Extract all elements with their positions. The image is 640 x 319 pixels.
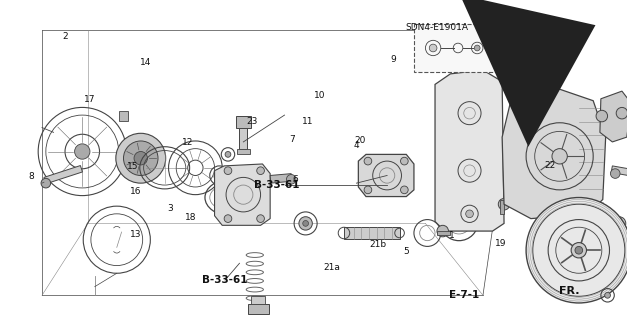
Bar xyxy=(236,116,251,128)
Circle shape xyxy=(364,186,372,194)
Text: 18: 18 xyxy=(186,213,197,222)
Circle shape xyxy=(299,217,312,230)
Circle shape xyxy=(531,108,540,118)
Circle shape xyxy=(224,167,232,174)
Circle shape xyxy=(401,186,408,194)
Text: 16: 16 xyxy=(130,187,141,196)
Text: 8: 8 xyxy=(29,172,35,181)
Circle shape xyxy=(437,225,449,237)
Circle shape xyxy=(540,92,550,102)
Text: 9: 9 xyxy=(391,56,397,64)
Circle shape xyxy=(605,293,611,298)
Circle shape xyxy=(612,217,626,230)
Text: B-33-61: B-33-61 xyxy=(202,275,248,285)
Polygon shape xyxy=(502,89,605,219)
Text: 6: 6 xyxy=(292,175,298,184)
Circle shape xyxy=(429,44,437,52)
Text: 15: 15 xyxy=(127,162,139,171)
Bar xyxy=(510,81,516,104)
Text: 21a: 21a xyxy=(324,263,340,272)
Circle shape xyxy=(526,197,632,303)
Circle shape xyxy=(134,152,147,165)
Polygon shape xyxy=(214,164,270,225)
Bar xyxy=(251,296,266,304)
Text: 19: 19 xyxy=(495,239,507,248)
Bar xyxy=(44,166,83,184)
Text: 4: 4 xyxy=(354,141,360,150)
Text: 10: 10 xyxy=(314,91,326,100)
Circle shape xyxy=(474,45,480,51)
Text: 22: 22 xyxy=(545,161,556,170)
Bar xyxy=(118,111,128,121)
Circle shape xyxy=(538,71,545,79)
Bar xyxy=(270,174,292,183)
Polygon shape xyxy=(435,70,504,231)
Text: 14: 14 xyxy=(140,58,151,68)
Text: SDN4-E1901A: SDN4-E1901A xyxy=(405,23,468,32)
Circle shape xyxy=(571,242,586,258)
FancyBboxPatch shape xyxy=(414,24,500,72)
Text: B-33-61: B-33-61 xyxy=(254,180,300,190)
Circle shape xyxy=(303,220,308,226)
Text: 20: 20 xyxy=(354,137,365,145)
Text: 3: 3 xyxy=(167,204,173,213)
Circle shape xyxy=(224,215,232,222)
Text: E-7-1: E-7-1 xyxy=(449,290,479,300)
Circle shape xyxy=(401,157,408,165)
Circle shape xyxy=(75,144,90,159)
Text: 1: 1 xyxy=(449,231,455,240)
Text: FR.: FR. xyxy=(559,286,579,296)
Circle shape xyxy=(575,246,582,254)
Circle shape xyxy=(499,198,510,210)
Text: 7: 7 xyxy=(289,135,295,144)
Circle shape xyxy=(257,215,264,222)
Circle shape xyxy=(116,133,166,183)
Text: 21b: 21b xyxy=(370,241,387,249)
Bar xyxy=(344,227,399,239)
Bar xyxy=(611,166,640,179)
Circle shape xyxy=(364,157,372,165)
Bar xyxy=(237,149,250,154)
Circle shape xyxy=(287,174,296,184)
Polygon shape xyxy=(600,91,632,142)
Bar xyxy=(239,128,247,149)
Bar xyxy=(534,74,543,97)
Polygon shape xyxy=(358,154,414,197)
Circle shape xyxy=(616,108,628,119)
Circle shape xyxy=(466,210,474,218)
Text: 2: 2 xyxy=(63,33,68,41)
Circle shape xyxy=(509,78,516,85)
Circle shape xyxy=(596,110,607,122)
Text: 11: 11 xyxy=(302,116,314,126)
Circle shape xyxy=(124,141,158,175)
Circle shape xyxy=(614,241,626,252)
Bar xyxy=(500,200,504,214)
Bar xyxy=(617,227,622,246)
Text: 17: 17 xyxy=(84,95,96,104)
Circle shape xyxy=(552,149,567,164)
Circle shape xyxy=(257,167,264,174)
Text: 23: 23 xyxy=(247,116,258,126)
Circle shape xyxy=(225,152,231,157)
Text: 13: 13 xyxy=(130,230,141,239)
Circle shape xyxy=(513,100,522,109)
Circle shape xyxy=(41,178,51,188)
Bar xyxy=(248,304,269,314)
Bar xyxy=(437,231,451,235)
Circle shape xyxy=(611,169,620,178)
Text: 5: 5 xyxy=(403,247,409,256)
Text: 12: 12 xyxy=(182,138,194,147)
